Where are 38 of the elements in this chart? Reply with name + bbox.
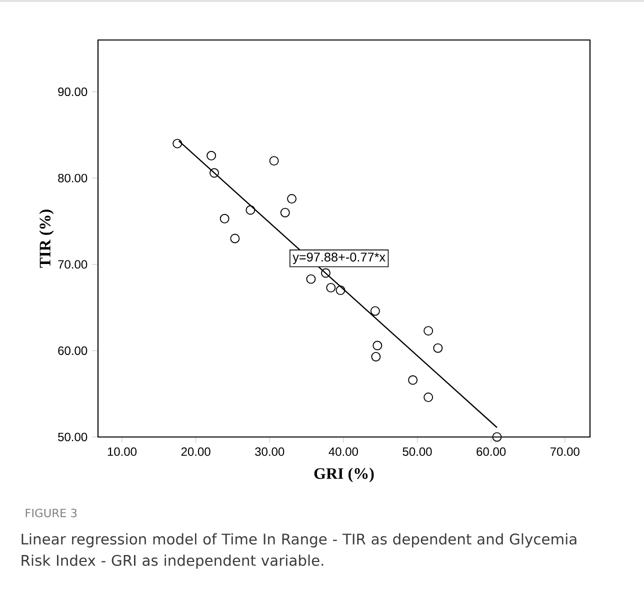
point [210,168,219,178]
point [220,214,230,224]
point [287,194,297,204]
point [320,268,330,278]
x-tick-label: 60.00 [476,447,506,456]
point [408,375,418,385]
point [230,234,240,244]
x-tick-label: 70.00 [550,447,580,456]
x-tick-label: 50.00 [402,447,432,456]
x-tick-label: 30.00 [255,447,284,456]
y-tick-label: 50.00 [58,432,88,442]
point [372,340,382,350]
point [370,306,380,316]
x-tick-label: 20.00 [181,447,210,456]
point [280,208,290,218]
text: Linear regression model of Time In Range - TIR as dependent and Glycemia Risk Index - GRI as independent variable. [22,533,576,569]
point [424,392,434,402]
point [306,274,316,284]
x-axis-title: GRI (%) [314,468,374,482]
x-tick-label: 40.00 [328,447,358,456]
caption: FIGURE 3 [26,508,77,518]
point [371,352,381,362]
y-tick-label: 70.00 [58,260,88,269]
y-tick-label: 80.00 [58,174,88,182]
point [492,432,502,442]
y-axis-title: TIR (%) [39,210,54,268]
point [433,343,443,353]
point [424,326,434,336]
point [206,150,216,160]
x-tick-label: 10.00 [108,447,137,456]
point [326,282,336,292]
y-tick-label: 90.00 [58,88,88,96]
point [246,205,256,215]
point [336,286,346,296]
point [269,156,279,166]
point [172,138,182,148]
annotation: y=97.88+-0.77*x [292,252,386,264]
y-tick-label: 60.00 [58,346,88,355]
